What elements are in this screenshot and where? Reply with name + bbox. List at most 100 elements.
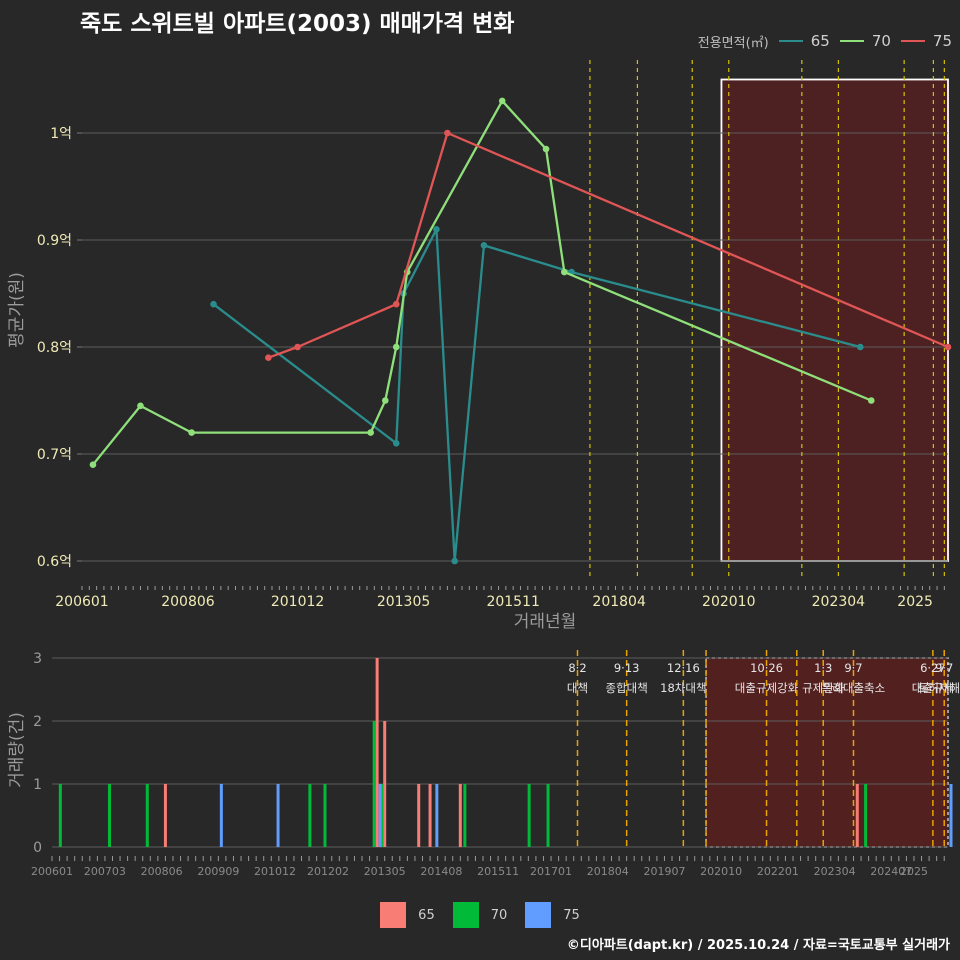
volume-bar-chart: 0 1 2 3 8·2 대책 9·13 종합대책 12·16 18차대책 10·26 대출규제강화 1·… (7, 650, 960, 878)
volume-y-tick-label: 0 (33, 840, 42, 856)
policy-label-name: 특례대출축소 (822, 681, 885, 695)
legend-line-65 (778, 40, 803, 42)
data-point-75 (265, 354, 272, 362)
volume-bar-65 (163, 784, 167, 847)
policy-label-date: 8·2 (568, 661, 586, 675)
volume-bar-70 (145, 784, 149, 847)
legend-line-75 (900, 40, 925, 42)
x-tick-label: 202010 (702, 594, 755, 610)
series-line-65 (212, 228, 861, 563)
legend-item-70: 70 (839, 32, 891, 50)
x-tick-label: 201012 (271, 594, 324, 610)
volume-bar-65 (417, 784, 421, 847)
policy-label-name: 규제완화 (802, 681, 845, 695)
data-point-75 (944, 343, 952, 351)
volume-bar-70 (323, 784, 327, 847)
x-axis-title: 거래년월 (514, 612, 577, 632)
volume-x-tick-label: 201202 (307, 865, 349, 878)
policy-label-date: 9·7 (935, 661, 953, 675)
data-point-65 (857, 343, 864, 351)
bar-legend-label-70: 70 (490, 907, 508, 923)
bar-legend-label-75: 75 (563, 907, 580, 923)
volume-bar-65 (375, 658, 379, 847)
volume-bar-70 (546, 784, 550, 847)
volume-x-tick-label: 202304 (814, 865, 856, 878)
volume-bar-70 (380, 784, 384, 847)
bar-legend-swatch-70 (452, 902, 479, 928)
x-tick-label: 201305 (377, 594, 430, 610)
policy-label-name: 종합대책 (605, 681, 647, 695)
bar-legend-item-65: 65 (380, 902, 435, 928)
data-point-70 (498, 97, 506, 105)
bar-legend-swatch-65 (380, 902, 407, 928)
policy-label-name: 대출규제강화 (735, 681, 799, 695)
volume-bar-70 (463, 784, 467, 847)
volume-x-tick-label: 201012 (254, 865, 296, 878)
x-tick-label: 200601 (55, 594, 108, 610)
data-point-70 (381, 397, 389, 404)
volume-bar-70 (58, 784, 62, 847)
data-point-65 (210, 300, 217, 308)
legend-label-70: 70 (871, 32, 891, 50)
volume-bar-75 (378, 784, 382, 847)
y-axis-title: 평균가(원) (7, 272, 27, 348)
data-point-75 (392, 300, 400, 308)
data-point-70 (367, 429, 374, 436)
policy-label-date: 9·13 (614, 661, 640, 675)
x-tick-label: 200806 (161, 594, 215, 610)
volume-bar-65 (458, 784, 462, 847)
volume-x-tick-label: 201305 (364, 865, 406, 878)
bar-legend-label-65: 65 (418, 907, 435, 923)
legend-item-75: 75 (900, 32, 952, 50)
volume-x-tick-label: 2025 (900, 865, 928, 878)
volume-x-tick-label: 200909 (197, 865, 239, 878)
y-tick-label: 0.6억 (37, 554, 72, 570)
volume-x-tick-label: 200806 (141, 865, 183, 878)
volume-bar-70 (527, 784, 531, 847)
bar-legend-item-70: 70 (452, 902, 508, 928)
volume-bar-70 (372, 721, 376, 847)
volume-x-tick-label: 201511 (477, 865, 519, 878)
policy-label-date: 9·7 (844, 661, 862, 675)
price-line-chart: 0.6억 0.7억 0.8억 0.9억 1억 200601 200806 201012 2013… (7, 60, 952, 632)
bar-legend-swatch-75 (525, 902, 552, 928)
policy-label-name: 대책 (567, 681, 588, 695)
volume-bar-70 (107, 784, 111, 847)
volume-x-tick-label: 200703 (84, 865, 126, 878)
legend-label-75: 75 (932, 32, 952, 50)
volume-bar-65 (855, 784, 859, 847)
volume-bar-65 (428, 784, 432, 847)
x-tick-label: 201804 (592, 594, 646, 610)
volume-bar-75 (219, 784, 223, 847)
y-tick-label: 0.7억 (37, 447, 72, 463)
data-point-70 (188, 429, 195, 436)
y-tick-label: 0.8억 (37, 340, 72, 356)
y-tick-label: 0.9억 (37, 233, 72, 249)
policy-label-date: 10·26 (750, 661, 783, 675)
line-legend: 전용면적(㎡) 65 70 75 (698, 31, 952, 51)
data-point-70 (137, 402, 144, 410)
footer-credit: ©디아파트(dapt.kr) / 2025.10.24 / 자료=국토교통부 실… (566, 938, 950, 953)
bar-legend-item-75: 75 (525, 902, 580, 928)
volume-bar-75 (276, 784, 280, 847)
data-point-70 (89, 461, 97, 469)
data-point-65 (392, 440, 400, 447)
legend-line-70 (839, 40, 864, 42)
volume-y-tick-label: 2 (33, 714, 42, 730)
data-point-70 (392, 343, 400, 351)
volume-x-tick-label: 201701 (530, 865, 572, 878)
policy-label-date: 6·27 (920, 661, 946, 675)
policy-label-date: 12·16 (667, 661, 700, 675)
volume-x-tick-label: 200601 (31, 865, 73, 878)
data-point-70 (561, 268, 568, 276)
bar-legend: 65 70 75 (0, 901, 960, 929)
policy-label-name: 대출규제 (912, 681, 954, 695)
data-point-75 (444, 129, 451, 137)
volume-y-tick-label: 3 (33, 651, 42, 667)
policy-label-name: 18차대책 (660, 681, 706, 695)
policy-label-date: 1·3 (814, 661, 832, 675)
legend-item-65: 65 (778, 32, 830, 50)
x-tick-label: 201511 (486, 594, 539, 610)
volume-bar-75 (949, 784, 953, 847)
